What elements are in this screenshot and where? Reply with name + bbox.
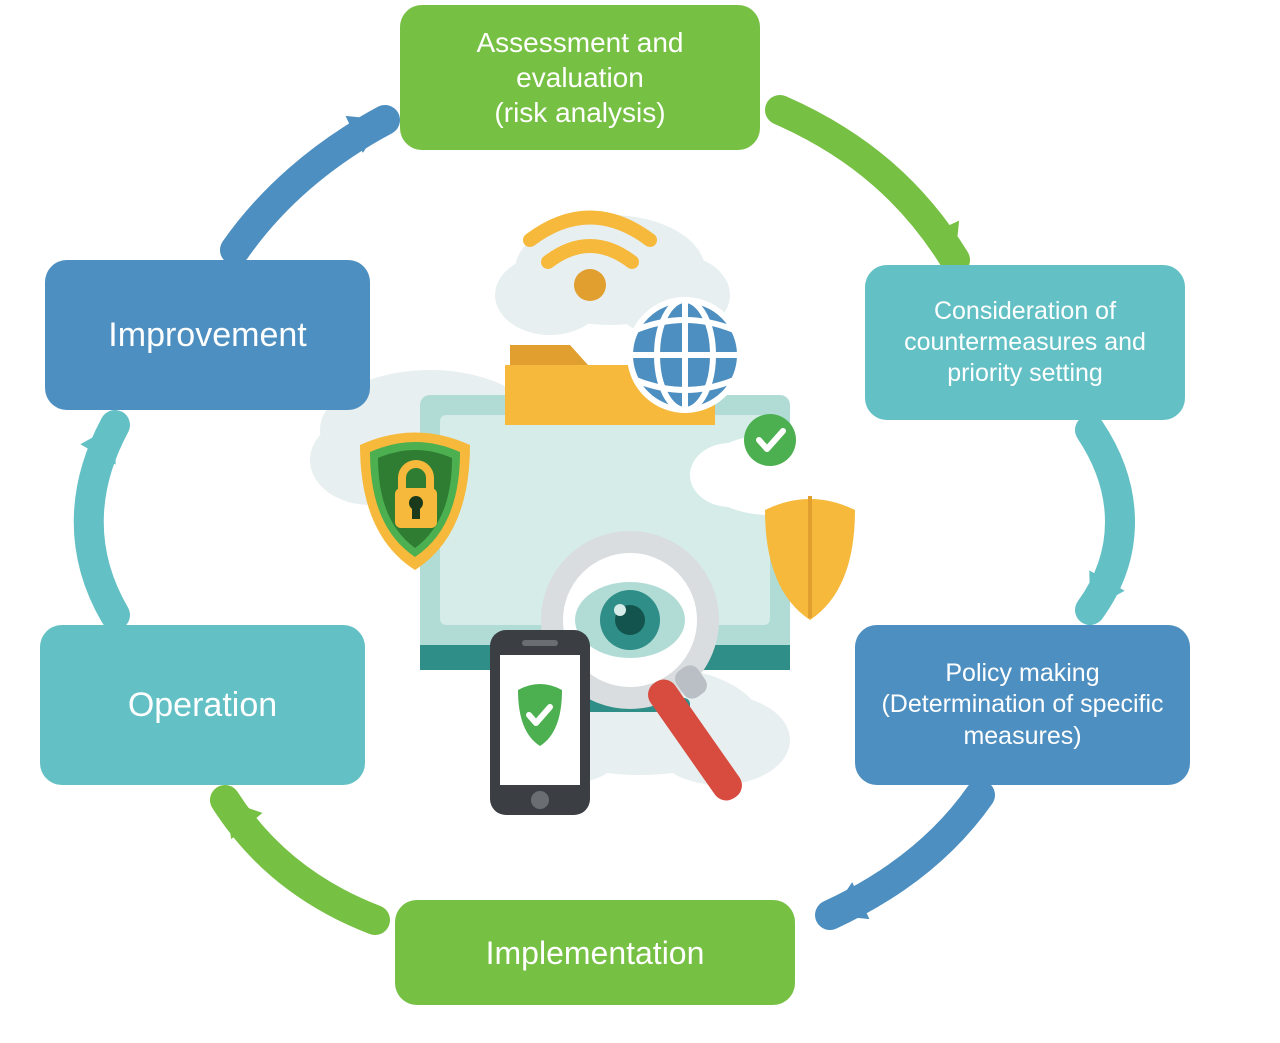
cycle-arrows [0,0,1280,1043]
node-operation: Operation [40,625,365,785]
node-assessment: Assessment and evaluation (risk analysis… [400,5,760,150]
node-implementation: Implementation [395,900,795,1005]
node-consideration: Consideration of countermeasures and pri… [865,265,1185,420]
diagram-canvas: Assessment and evaluation (risk analysis… [0,0,1280,1043]
node-improvement: Improvement [45,260,370,410]
node-policy: Policy making (Determination of specific… [855,625,1190,785]
